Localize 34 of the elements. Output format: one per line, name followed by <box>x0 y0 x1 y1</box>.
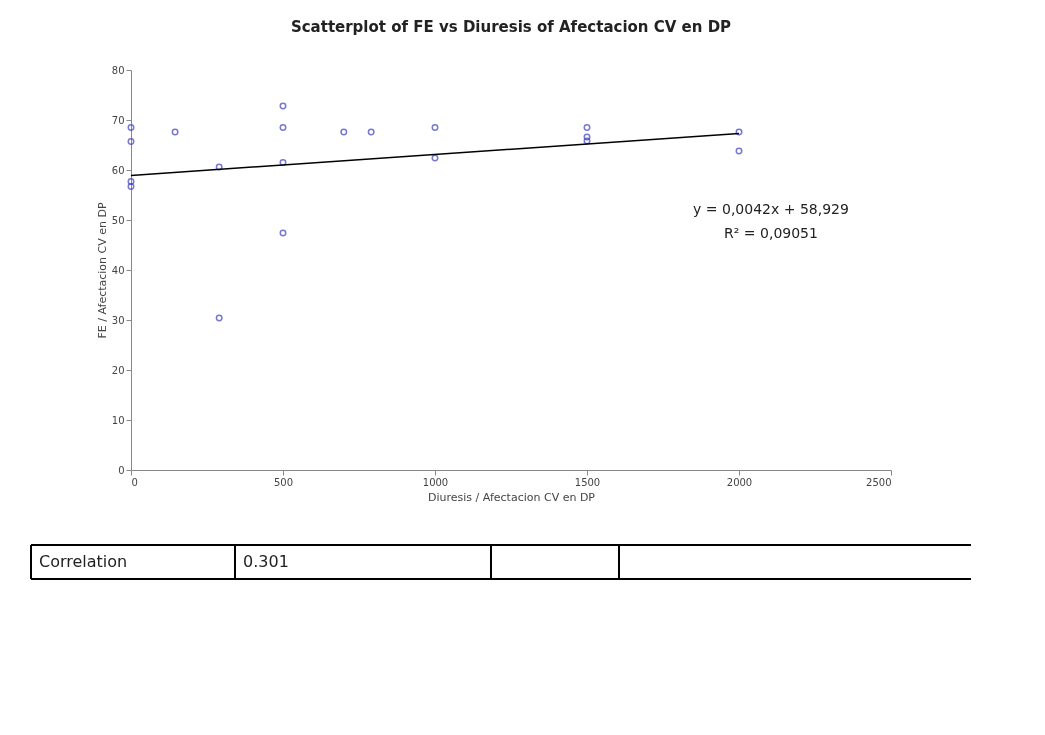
chart-title: Scatterplot of FE vs Diuresis of Afectacion CV en DP <box>290 18 732 36</box>
y-tick-label: 60 <box>111 164 125 176</box>
y-tick-label: 30 <box>111 314 125 326</box>
x-tick-label: 2500 <box>866 476 892 488</box>
y-tick-label: 50 <box>111 214 125 226</box>
point <box>735 147 743 155</box>
y-tick-label: 80 <box>111 64 125 76</box>
x-tick-label: 500 <box>273 476 294 488</box>
x-tick-label: 0 <box>131 476 138 488</box>
x-axis-title: Diuresis / Afectacion CV en DP <box>428 490 596 504</box>
text: Correlation <box>39 552 128 571</box>
point <box>279 124 287 131</box>
point <box>583 124 591 131</box>
point <box>431 154 439 162</box>
annotation: R² = 0,09051 <box>724 225 818 241</box>
point <box>367 128 375 136</box>
annotation: y = 0,0042x + 58,929 <box>693 201 849 217</box>
y-tick-label: 70 <box>111 114 125 126</box>
point <box>127 183 135 190</box>
y-tick-label: 20 <box>111 364 125 376</box>
point <box>279 229 287 237</box>
y-tick-label: 40 <box>111 264 125 276</box>
text: 0.301 <box>243 552 289 571</box>
point <box>215 314 223 322</box>
y-axis-title: FE / Afectacion CV en DP <box>95 202 109 339</box>
point <box>127 138 135 145</box>
x-tick-label: 1500 <box>574 476 601 488</box>
point <box>431 124 439 131</box>
x-tick-label: 1000 <box>422 476 449 488</box>
point <box>279 102 287 110</box>
x-tick-label: 2000 <box>726 476 753 488</box>
point <box>127 124 135 131</box>
y-tick-label: 0 <box>118 464 125 476</box>
y-tick-label: 10 <box>111 414 125 426</box>
